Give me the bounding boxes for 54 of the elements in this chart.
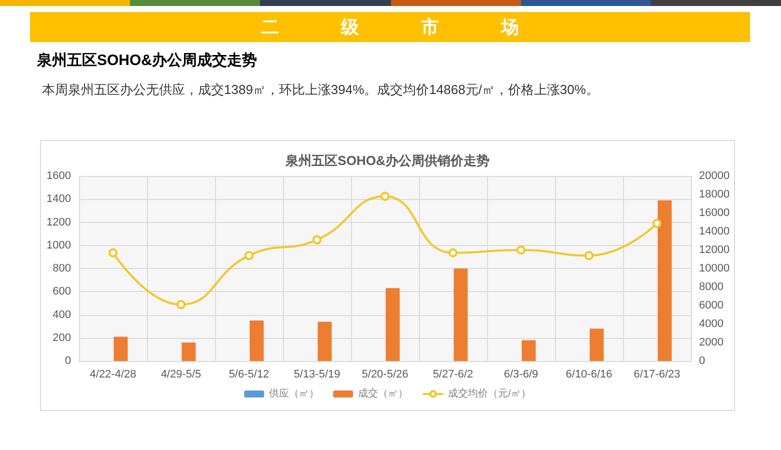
y2-tick-label: 8000 (699, 281, 724, 293)
x-tick-label: 5/27-6/2 (432, 368, 474, 380)
point (312, 235, 322, 244)
text: 二级市场 (260, 16, 581, 39)
y2-tick-label: 14000 (699, 226, 730, 238)
legend-label: 成交均价（元/㎡） (448, 388, 531, 400)
point (652, 218, 662, 228)
x-tick-label: 4/22-4/28 (90, 368, 136, 380)
bar (114, 336, 128, 361)
point (516, 246, 526, 254)
x-tick-label: 6/10-6/16 (566, 368, 612, 380)
y2-tick-label: 0 (699, 355, 706, 367)
y2-tick-label: 12000 (699, 244, 730, 256)
x-tick-label: 5/13-5/19 (294, 368, 340, 380)
x-tick-label: 4/29-5/5 (160, 368, 202, 380)
y2-tick-label: 2000 (699, 336, 724, 348)
text: 本周泉州五区办公无供应，成交1389㎡，环比上涨394%。成交均价14868元/㎡，价格上涨30%。 (42, 81, 600, 99)
point (584, 251, 594, 260)
y2-tick-label: 20000 (699, 170, 730, 182)
x-tick-label: 6/17-6/23 (634, 368, 680, 380)
bar (250, 320, 264, 361)
point (176, 300, 186, 310)
point (448, 248, 458, 258)
y2-tick-label: 16000 (699, 207, 730, 219)
bar (454, 268, 468, 361)
x-tick-label: 6/3-6/9 (504, 368, 538, 380)
bar (590, 328, 604, 361)
y2-tick-label: 6000 (699, 300, 724, 312)
chart-title: 泉州五区SOHO&办公周供销价走势 (284, 153, 490, 168)
y-tick-label: 200 (52, 332, 71, 344)
y-tick-label: 600 (52, 286, 71, 298)
x-tick-label: 5/6-5/12 (228, 368, 270, 380)
legend-label: 成交（㎡） (358, 388, 408, 400)
y-tick-label: 0 (64, 355, 71, 367)
y2-tick-label: 10000 (699, 262, 730, 274)
y2-tick-label: 18000 (699, 188, 730, 200)
point (244, 251, 254, 260)
legend-label: 供应（㎡） (269, 388, 320, 400)
y-tick-label: 1600 (46, 170, 71, 182)
y-tick-label: 1000 (46, 239, 71, 252)
point (380, 192, 390, 201)
y2-tick-label: 4000 (699, 318, 724, 330)
x-tick-label: 5/20-5/26 (362, 368, 408, 380)
bar (318, 322, 332, 361)
y-tick-label: 800 (52, 262, 71, 274)
bar (658, 200, 672, 361)
bar (182, 342, 196, 361)
point (108, 248, 118, 258)
text: 泉州五区SOHO&办公周成交走势 (37, 51, 258, 70)
y-tick-label: 1200 (46, 216, 71, 228)
y-tick-label: 1400 (46, 193, 71, 206)
y-tick-label: 400 (52, 308, 71, 321)
bar (386, 288, 400, 361)
bar (522, 340, 536, 361)
